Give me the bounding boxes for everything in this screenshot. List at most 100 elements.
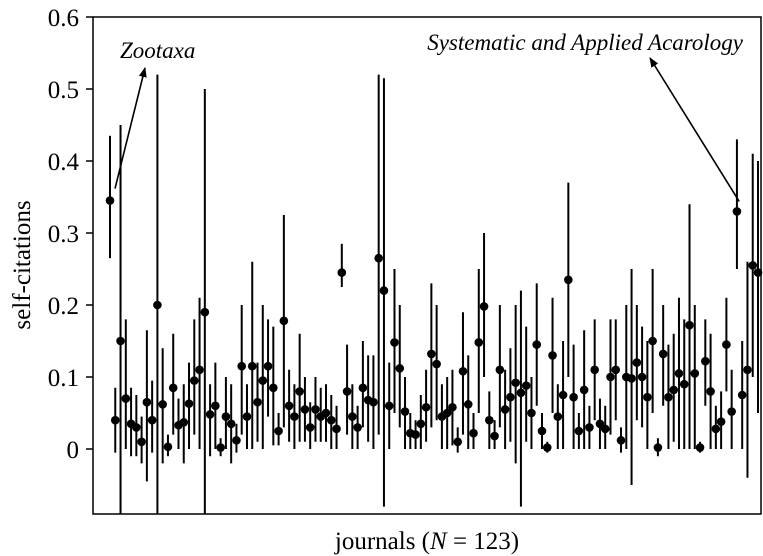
data-point [574,426,584,436]
data-point [295,387,304,396]
data-point [379,286,389,295]
annotation-arrow [649,57,740,202]
data-point [300,405,310,414]
data-point [463,400,473,409]
x-axis-label: journals (N = 123) [334,528,519,555]
data-point [637,372,647,382]
data-point [369,397,378,407]
data-point [200,307,210,317]
data-point [722,340,731,349]
data-point [195,365,204,375]
data-point [553,412,563,421]
data-point [211,401,220,411]
data-point [674,369,684,378]
data-point [416,419,426,429]
data-point [221,412,231,421]
data-point [253,397,262,407]
data-point [743,365,752,375]
data-point [348,412,357,421]
data-point [748,261,758,270]
data-point [326,415,336,425]
data-point [690,369,700,378]
data-point [432,359,441,369]
data-point [395,364,405,373]
data-point [479,302,489,311]
data-point [495,365,505,375]
y-tick-label: 0 [67,437,80,464]
data-point [506,392,515,402]
data-point [600,424,610,434]
data-point [263,361,273,371]
data-point [374,253,383,263]
data-point [232,436,241,445]
data-point [606,372,615,382]
data-point [585,423,594,432]
data-point [189,376,199,385]
data-point [685,320,694,330]
data-point [532,340,542,349]
data-point [516,388,526,398]
data-point [658,349,668,359]
annotation-arrow [114,67,147,189]
data-point [442,408,452,418]
y-axis: 0 0.1 0.2 0.3 0.4 0.5 0.6 [48,5,93,464]
data-point [153,300,162,310]
data-point [695,443,705,452]
y-tick-label: 0.2 [48,293,79,320]
data-point [701,356,710,366]
data-point [226,419,236,429]
data-point [269,383,278,393]
data-point [611,365,621,375]
data-point [569,392,578,402]
data-points [105,196,763,452]
data-point [500,405,510,414]
data-point [242,412,252,421]
data-point [711,424,721,434]
data-point [337,268,347,277]
data-point [332,424,341,434]
data-point [732,207,742,216]
plot-frame [92,16,762,515]
data-point [237,361,247,371]
data-point [142,397,152,407]
data-point [679,379,689,389]
data-point [474,338,484,347]
data-point [664,392,673,402]
data-point [132,423,141,432]
data-point [590,365,599,375]
data-point [205,410,215,419]
data-point [258,376,268,385]
data-point [279,316,289,326]
data-point [521,381,531,390]
data-point [384,401,394,411]
data-point [627,374,636,383]
data-point [558,390,568,400]
data-point [342,387,352,396]
data-point [390,338,399,347]
data-point [737,390,747,400]
data-point [648,336,657,346]
data-point [537,426,547,436]
data-point [706,387,715,396]
data-point [274,426,283,436]
data-point [311,405,320,414]
y-tick-label: 0.1 [48,365,79,392]
data-point [453,437,463,447]
data-point [247,361,257,371]
y-tick-label: 0.5 [48,77,79,104]
data-point [110,415,120,425]
data-point [400,407,410,416]
data-point [485,415,494,425]
data-point [284,401,294,411]
data-point [358,383,368,393]
data-point [184,399,194,408]
data-point [168,383,178,393]
data-point [616,436,626,445]
data-point [669,385,679,395]
data-point [469,428,478,438]
data-point [643,392,652,402]
y-tick-label: 0.4 [48,149,80,176]
data-point [753,268,763,277]
annotations: Zootaxa Systematic and Applied Acarology [114,30,744,202]
